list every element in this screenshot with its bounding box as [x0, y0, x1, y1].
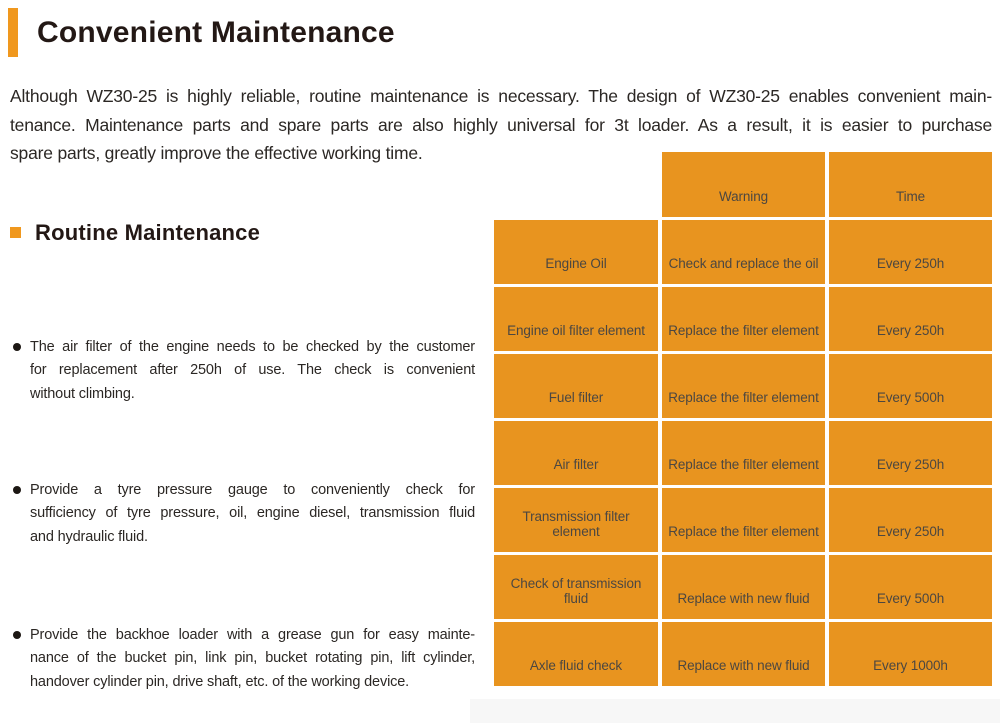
table-cell-time: Every 1000h [829, 622, 992, 686]
page-title: Convenient Maintenance [37, 15, 395, 49]
list-item: The air filter of the engine needs to be… [10, 336, 480, 406]
bullet-dot-icon [13, 631, 21, 639]
section-heading: Routine Maintenance [10, 220, 260, 246]
table-cell-item: Engine Oil [494, 220, 658, 284]
list-item-line: sufficiency of tyre pressure, oil, engin… [30, 505, 475, 522]
table-cell-warning: Replace the filter element [662, 421, 825, 485]
table-cell-time: Every 250h [829, 488, 992, 552]
list-item-line: nance of the bucket pin, link pin, bucke… [30, 650, 475, 667]
intro-line: Although WZ30-25 is highly reliable, rou… [10, 86, 992, 106]
table-cell-warning: Replace the filter element [662, 287, 825, 351]
intro-paragraph: Although WZ30-25 is highly reliable, rou… [10, 82, 992, 168]
page-edge-shadow [470, 699, 1000, 723]
table-cell-item: Air filter [494, 421, 658, 485]
table-header-time: Time [829, 152, 992, 217]
list-item-line: without climbing. [30, 385, 135, 402]
intro-line: spare parts, greatly improve the effecti… [10, 143, 423, 163]
title-accent-bar-icon [8, 8, 18, 57]
list-item: Provide the backhoe loader with a grease… [10, 624, 480, 694]
bullet-dot-icon [13, 486, 21, 494]
table-cell-warning: Replace with new fluid [662, 622, 825, 686]
table-cell-item: Axle fluid check [494, 622, 658, 686]
table-corner-blank [494, 152, 658, 217]
list-item-text: The air filter of the engine needs to be… [30, 336, 475, 406]
table-cell-time: Every 250h [829, 421, 992, 485]
section-square-bullet-icon [10, 227, 21, 238]
title-block: Convenient Maintenance [8, 8, 395, 57]
list-item-line: Provide a tyre pressure gauge to conveni… [30, 482, 475, 498]
table-cell-warning: Check and replace the oil [662, 220, 825, 284]
bullet-dot-icon [13, 343, 21, 351]
table-cell-time: Every 250h [829, 220, 992, 284]
table-cell-time: Every 500h [829, 354, 992, 418]
table-cell-item: Engine oil filter element [494, 287, 658, 351]
list-item-text: Provide the backhoe loader with a grease… [30, 624, 475, 694]
list-item-line: The air filter of the engine needs to be… [30, 339, 475, 355]
table-cell-warning: Replace the filter element [662, 354, 825, 418]
table-cell-item: Transmission filter element [494, 488, 658, 552]
table-cell-warning: Replace with new fluid [662, 555, 825, 619]
table-cell-time: Every 500h [829, 555, 992, 619]
table-header-warning: Warning [662, 152, 825, 217]
section-title: Routine Maintenance [35, 220, 261, 245]
list-item-line: Provide the backhoe loader with a grease… [30, 627, 475, 643]
table-cell-item: Check of transmission fluid [494, 555, 658, 619]
table-cell-time: Every 250h [829, 287, 992, 351]
maintenance-table: Warning Time Engine Oil Check and replac… [494, 152, 992, 686]
table-cell-item: Fuel filter [494, 354, 658, 418]
list-item-line: and hydraulic fluid. [30, 528, 148, 545]
intro-line: tenance. Maintenance parts and spare par… [10, 114, 992, 135]
table-cell-warning: Replace the filter element [662, 488, 825, 552]
list-item-line: handover cylinder pin, drive shaft, etc.… [30, 673, 410, 690]
list-item-text: Provide a tyre pressure gauge to conveni… [30, 479, 475, 549]
list-item: Provide a tyre pressure gauge to conveni… [10, 479, 480, 549]
list-item-line: for replacement after 250h of use. The c… [30, 362, 475, 379]
